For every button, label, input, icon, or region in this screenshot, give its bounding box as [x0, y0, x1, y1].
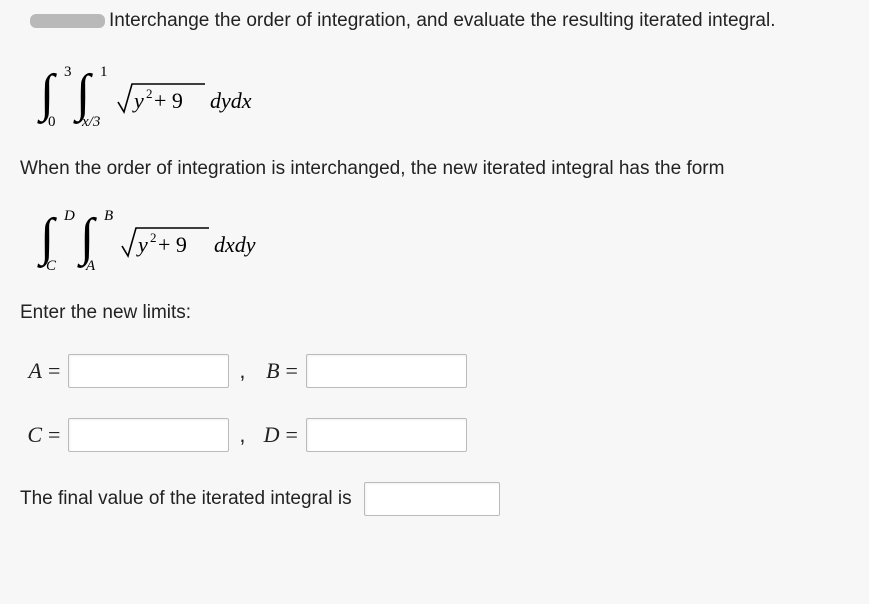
eq-b: =	[286, 358, 298, 384]
integrand-plus9-1: + 9	[154, 88, 183, 113]
integrand-exp-1: 2	[146, 86, 153, 101]
inner-upper-2: B	[104, 208, 113, 224]
integral-interchanged-svg: ∫ D C ∫ B A y 2 + 9 dxdy	[30, 204, 310, 274]
eq-d: =	[286, 422, 298, 448]
inner-lower-2: A	[85, 258, 96, 274]
inner-lower-1: x/3	[81, 114, 100, 130]
input-final[interactable]	[364, 482, 500, 516]
outer-upper-2: D	[63, 208, 75, 224]
input-b[interactable]	[306, 354, 467, 388]
redaction-mark	[30, 14, 105, 28]
mid-text: When the order of integration is interch…	[20, 158, 849, 180]
integrand-y-1: y	[132, 88, 144, 113]
comma-2: ,	[239, 422, 245, 448]
integral-original-svg: ∫ 3 0 ∫ 1 x/3 y 2 + 9 dydx	[30, 60, 290, 130]
eq-c: =	[48, 422, 60, 448]
integrand-exp-2: 2	[150, 230, 157, 245]
input-a[interactable]	[68, 354, 229, 388]
label-d: D	[258, 422, 280, 448]
prompt-text: Interchange the order of integration, an…	[109, 10, 776, 31]
integrand-y-2: y	[136, 232, 148, 257]
eq-a: =	[48, 358, 60, 384]
final-line: The final value of the iterated integral…	[20, 482, 849, 516]
label-c: C	[20, 422, 42, 448]
outer-lower-1: 0	[48, 114, 56, 130]
row-c-d: C = , D =	[20, 418, 849, 452]
diff-1: dydx	[210, 88, 252, 113]
row-a-b: A = , B =	[20, 354, 849, 388]
outer-lower-2: C	[46, 258, 57, 274]
diff-2: dxdy	[214, 232, 256, 257]
outer-upper-1: 3	[64, 64, 72, 80]
input-c[interactable]	[68, 418, 229, 452]
label-b: B	[258, 358, 280, 384]
final-text: The final value of the iterated integral…	[20, 488, 352, 510]
label-a: A	[20, 358, 42, 384]
integral-original: ∫ 3 0 ∫ 1 x/3 y 2 + 9 dydx	[30, 60, 849, 130]
comma-1: ,	[239, 358, 245, 384]
inner-upper-1: 1	[100, 64, 108, 80]
integrand-plus9-2: + 9	[158, 232, 187, 257]
input-d[interactable]	[306, 418, 467, 452]
enter-limits-text: Enter the new limits:	[20, 302, 849, 324]
integral-interchanged: ∫ D C ∫ B A y 2 + 9 dxdy	[30, 204, 849, 274]
